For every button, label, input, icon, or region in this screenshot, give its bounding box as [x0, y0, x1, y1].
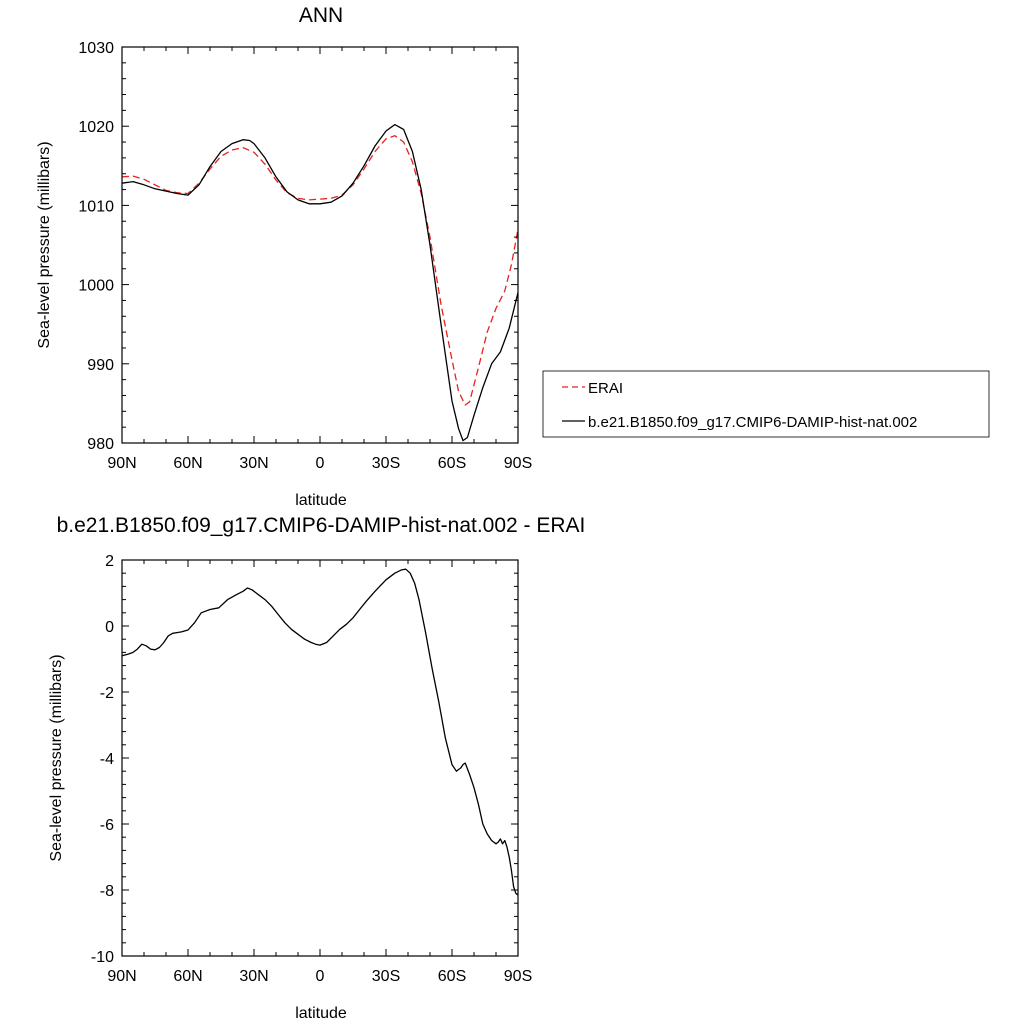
bottom-y-tick-label: 2 — [105, 553, 114, 570]
top-y-tick-label: 990 — [87, 357, 114, 374]
top-series-lines — [121, 123, 519, 442]
legend: ERAI b.e21.B1850.f09_g17.CMIP6-DAMIP-his… — [542, 370, 990, 438]
top-y-axis-label: Sea-level pressure (millibars) — [36, 141, 53, 348]
panel-bottom: b.e21.B1850.f09_g17.CMIP6-DAMIP-hist-nat… — [48, 514, 585, 1022]
top-y-tick-label: 1000 — [78, 278, 114, 295]
bottom-plot-frame — [121, 559, 519, 957]
top-x-tick-label: 30S — [372, 455, 400, 472]
bottom-x-tick-label: 60S — [438, 968, 466, 985]
legend-label-model: b.e21.B1850.f09_g17.CMIP6-DAMIP-hist-nat… — [588, 414, 917, 431]
bottom-series-line-0 — [121, 568, 519, 896]
bottom-axis-ticks: 90N 60N 30N 0 30S 60S 90S -10 -8 -6 -4 -2 0 2 — [91, 553, 532, 985]
bottom-x-tick-label: 30S — [372, 968, 400, 985]
top-x-tick-label: 60S — [438, 455, 466, 472]
top-series-line-0 — [121, 135, 519, 406]
top-plot-frame — [121, 46, 519, 444]
top-x-tick-label: 90N — [107, 455, 136, 472]
top-x-tick-label: 30N — [239, 455, 268, 472]
bottom-x-tick-label: 90S — [504, 968, 532, 985]
panel-top: ANN 90N 60N 30N 0 30S 60S 90S 980 990 1000 1010 102… — [36, 4, 990, 509]
top-axis-ticks: 90N 60N 30N 0 30S 60S 90S 980 990 1000 1010 1020 103… — [78, 40, 532, 472]
bottom-y-tick-label: -8 — [100, 883, 114, 900]
top-y-tick-label: 1020 — [78, 119, 114, 136]
bottom-y-tick-label: -2 — [100, 685, 114, 702]
bottom-chart-title: b.e21.B1850.f09_g17.CMIP6-DAMIP-hist-nat… — [57, 514, 586, 537]
bottom-y-tick-label: -4 — [100, 751, 114, 768]
legend-label-erai: ERAI — [588, 380, 623, 397]
top-x-tick-label: 0 — [316, 455, 325, 472]
bottom-x-axis-label: latitude — [295, 1005, 347, 1022]
top-y-tick-label: 1030 — [78, 40, 114, 57]
top-x-tick-label: 60N — [173, 455, 202, 472]
bottom-x-tick-label: 30N — [239, 968, 268, 985]
bottom-y-tick-label: -6 — [100, 817, 114, 834]
top-chart-title: ANN — [299, 4, 343, 27]
bottom-x-tick-label: 0 — [316, 968, 325, 985]
bottom-y-axis-label: Sea-level pressure (millibars) — [48, 654, 65, 861]
bottom-series-lines — [121, 568, 519, 896]
bottom-x-tick-label: 90N — [107, 968, 136, 985]
top-x-axis-label: latitude — [295, 492, 347, 509]
bottom-y-tick-label: 0 — [105, 619, 114, 636]
top-y-tick-label: 1010 — [78, 198, 114, 215]
bottom-y-tick-label: -10 — [91, 949, 114, 966]
top-series-line-1 — [121, 123, 519, 442]
top-x-tick-label: 90S — [504, 455, 532, 472]
bottom-x-tick-label: 60N — [173, 968, 202, 985]
legend-box — [542, 370, 990, 438]
top-y-tick-label: 980 — [87, 436, 114, 453]
